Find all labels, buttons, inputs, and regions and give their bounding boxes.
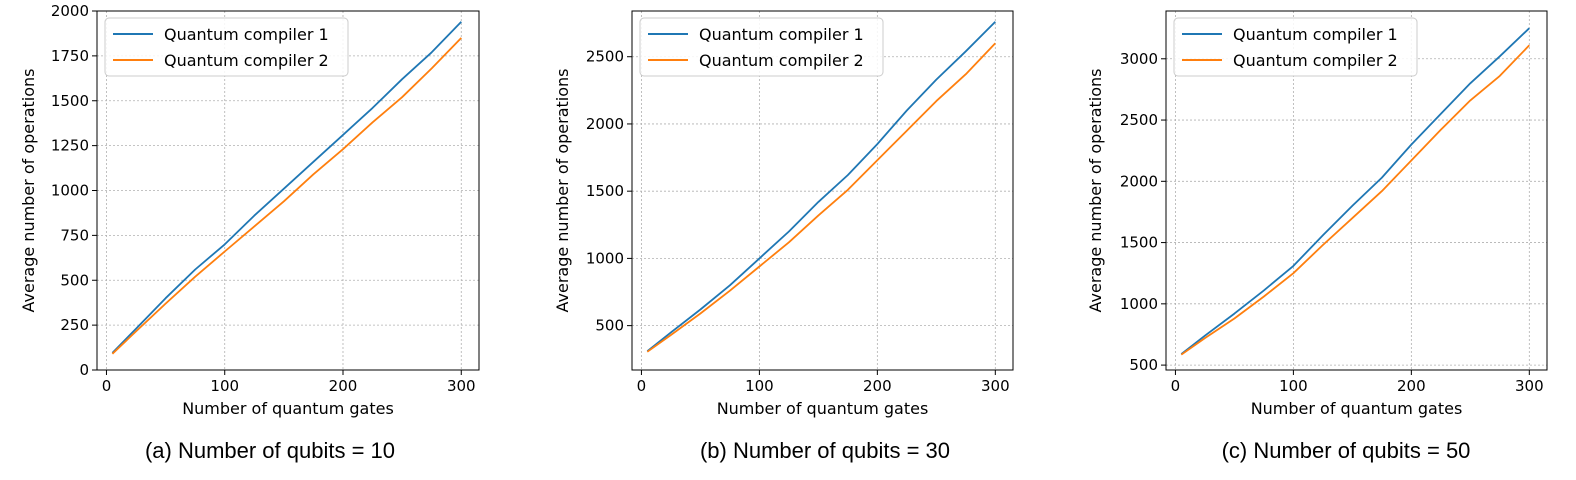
legend-label-compiler-2: Quantum compiler 2: [699, 51, 864, 70]
x-tick-label: 200: [1397, 377, 1426, 395]
y-tick-label: 1500: [586, 182, 624, 200]
plot-frame: [1165, 10, 1548, 371]
y-axis-label: Average number of operations: [19, 69, 38, 313]
chart-panel-2: 0 100 200 300 500 1000 1500 2000 2500 Number of q…: [553, 10, 1014, 463]
legend-box: [1173, 17, 1418, 77]
x-axis-label: Number of quantum gates: [182, 399, 394, 418]
y-tick-label: 500: [60, 271, 89, 289]
legend-label-compiler-2: Quantum compiler 2: [164, 51, 329, 70]
x-tick-label: 300: [447, 377, 476, 395]
x-tick-label: 0: [637, 377, 647, 395]
y-tick-label: 3000: [1120, 50, 1158, 68]
y-tick-label: 1000: [586, 249, 624, 267]
y-tick-label: 2500: [1120, 111, 1158, 129]
y-axis-label: Average number of operations: [553, 69, 572, 313]
panel-caption: (c) Number of qubits = 50: [1222, 438, 1471, 463]
y-tick-label: 1250: [51, 137, 89, 155]
legend-label-compiler-1: Quantum compiler 1: [1233, 25, 1398, 44]
y-tick-label: 1000: [1120, 295, 1158, 313]
x-axis-label: Number of quantum gates: [717, 399, 929, 418]
y-tick-label: 1500: [51, 92, 89, 110]
x-tick-label: 300: [1515, 377, 1544, 395]
y-tick-label: 2000: [586, 115, 624, 133]
x-tick-label: 200: [329, 377, 358, 395]
x-tick-label: 100: [745, 377, 774, 395]
x-tick-label: 0: [1171, 377, 1181, 395]
y-tick-label: 750: [60, 226, 89, 244]
series-line-compiler-1: [1180, 27, 1530, 355]
y-tick-label: 500: [595, 317, 624, 335]
y-tick-label: 1500: [1120, 234, 1158, 252]
x-tick-label: 200: [863, 377, 892, 395]
y-tick-label: 2000: [1120, 172, 1158, 190]
chart-panel-1: 0 100 200 300 0 250 500 750 1000 1250 1500 1750 2000…: [19, 2, 480, 463]
chart-panel-3: 0 100 200 300 500 1000 1500 2000 2500 3000 Number …: [1086, 10, 1548, 463]
x-tick-label: 100: [1279, 377, 1308, 395]
y-tick-label: 2000: [51, 2, 89, 20]
y-axis-label: Average number of operations: [1086, 69, 1105, 313]
series-line-compiler-1: [111, 21, 462, 354]
panel-caption: (b) Number of qubits = 30: [700, 438, 950, 463]
y-tick-label: 2500: [586, 48, 624, 66]
y-tick-label: 250: [60, 316, 89, 334]
y-tick-label: 1000: [51, 182, 89, 200]
legend-label-compiler-1: Quantum compiler 1: [164, 25, 329, 44]
x-axis-label: Number of quantum gates: [1251, 399, 1463, 418]
series-line-compiler-1: [646, 21, 996, 352]
legend-box: [104, 17, 349, 77]
legend-box: [639, 17, 884, 77]
legend-label-compiler-1: Quantum compiler 1: [699, 25, 864, 44]
series-line-compiler-2: [1180, 44, 1530, 356]
x-tick-label: 100: [210, 377, 239, 395]
plot-frame: [631, 10, 1014, 371]
series-line-compiler-2: [111, 37, 462, 355]
y-tick-label: 0: [79, 361, 89, 379]
x-tick-label: 0: [102, 377, 112, 395]
panel-caption: (a) Number of qubits = 10: [145, 438, 395, 463]
legend-label-compiler-2: Quantum compiler 2: [1233, 51, 1398, 70]
series-line-compiler-2: [646, 42, 996, 353]
y-tick-label: 500: [1129, 356, 1158, 374]
x-tick-label: 300: [981, 377, 1010, 395]
y-tick-label: 1750: [51, 47, 89, 65]
